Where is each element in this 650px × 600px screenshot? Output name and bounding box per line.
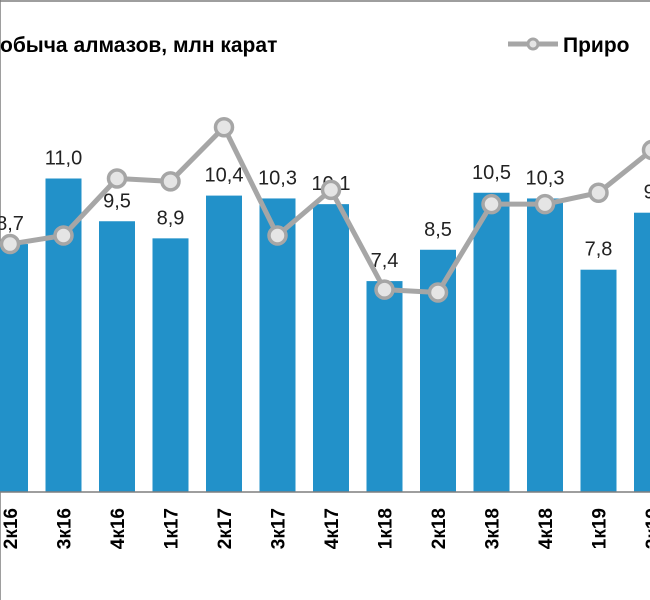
category-label-4к18: 4к18 xyxy=(536,508,557,549)
growth-point-3к16 xyxy=(53,225,74,246)
category-label-4к16: 4к16 xyxy=(108,508,129,549)
growth-point-3к18 xyxy=(481,193,502,215)
bar-value-label-4к18: 10,3 xyxy=(526,167,565,189)
bar-value-label-2к16: 8,7 xyxy=(0,213,24,235)
bar-value-label-1к17: 8,9 xyxy=(157,207,185,229)
bar-2к19 xyxy=(634,212,650,492)
growth-markers xyxy=(0,116,650,303)
bar-value-labels: 8,711,09,58,910,410,310,17,48,510,510,37… xyxy=(0,148,650,273)
growth-point-1к18 xyxy=(374,279,395,300)
category-label-1к17: 1к17 xyxy=(162,508,183,549)
growth-point-2к19 xyxy=(641,139,650,161)
bar-value-label-3к16: 11,0 xyxy=(45,148,82,170)
bar-1к17 xyxy=(152,238,189,492)
growth-point-3к17 xyxy=(267,225,288,246)
category-label-1к19: 1к19 xyxy=(590,508,611,549)
growth-point-2к17 xyxy=(213,116,235,138)
bar-value-label-1к19: 7,8 xyxy=(585,239,613,261)
growth-point-1к17 xyxy=(160,171,181,192)
legend-line-marker xyxy=(526,37,540,51)
legend-bar-label: обыча алмазов, млн карат xyxy=(0,34,277,57)
growth-point-2к16 xyxy=(0,233,21,255)
bar-2к16 xyxy=(0,244,28,492)
bar-1к18 xyxy=(366,281,403,492)
growth-point-2к18 xyxy=(427,282,449,303)
bar-3к17 xyxy=(259,198,296,492)
category-label-2к19: 2к19 xyxy=(643,508,650,549)
category-label-3к17: 3к17 xyxy=(269,508,290,549)
growth-point-1к19 xyxy=(588,182,609,203)
bar-3к18 xyxy=(473,192,510,492)
bar-1к19 xyxy=(580,269,617,492)
bar-4к17 xyxy=(313,204,349,492)
bar-value-label-3к17: 10,3 xyxy=(258,167,297,189)
growth-point-4к18 xyxy=(534,193,556,215)
category-label-2к17: 2к17 xyxy=(215,508,236,549)
category-label-1к18: 1к18 xyxy=(376,508,397,549)
category-label-3к16: 3к16 xyxy=(55,508,76,549)
bar-value-label-2к18: 8,5 xyxy=(424,219,452,241)
category-label-4к17: 4к17 xyxy=(322,508,343,549)
bars xyxy=(0,178,650,492)
category-label-2к18: 2к18 xyxy=(429,508,450,549)
category-label-3к18: 3к18 xyxy=(483,508,504,549)
legend-line-label: Приро xyxy=(563,34,630,57)
category-label-2к16: 2к16 xyxy=(1,508,22,549)
bar-value-label-1к18: 7,4 xyxy=(371,250,399,272)
category-labels: 2к16 3к16 4к16 1к17 2к17 3к17 4к17 1к18 2к18 3к18… xyxy=(1,508,650,549)
bar-2к17 xyxy=(206,195,242,492)
legend: обыча алмазов, млн карат Приро xyxy=(0,34,630,57)
bar-value-label-2к17: 10,4 xyxy=(205,165,244,187)
bar-value-label-2к19: 9, xyxy=(644,182,650,204)
growth-point-4к16 xyxy=(106,168,128,189)
bar-4к16 xyxy=(99,221,135,492)
growth-point-4к17 xyxy=(320,179,342,201)
bar-value-label-3к18: 10,5 xyxy=(472,162,511,184)
bar-value-label-4к16: 9,5 xyxy=(103,190,131,212)
bar-4к18 xyxy=(527,198,563,492)
